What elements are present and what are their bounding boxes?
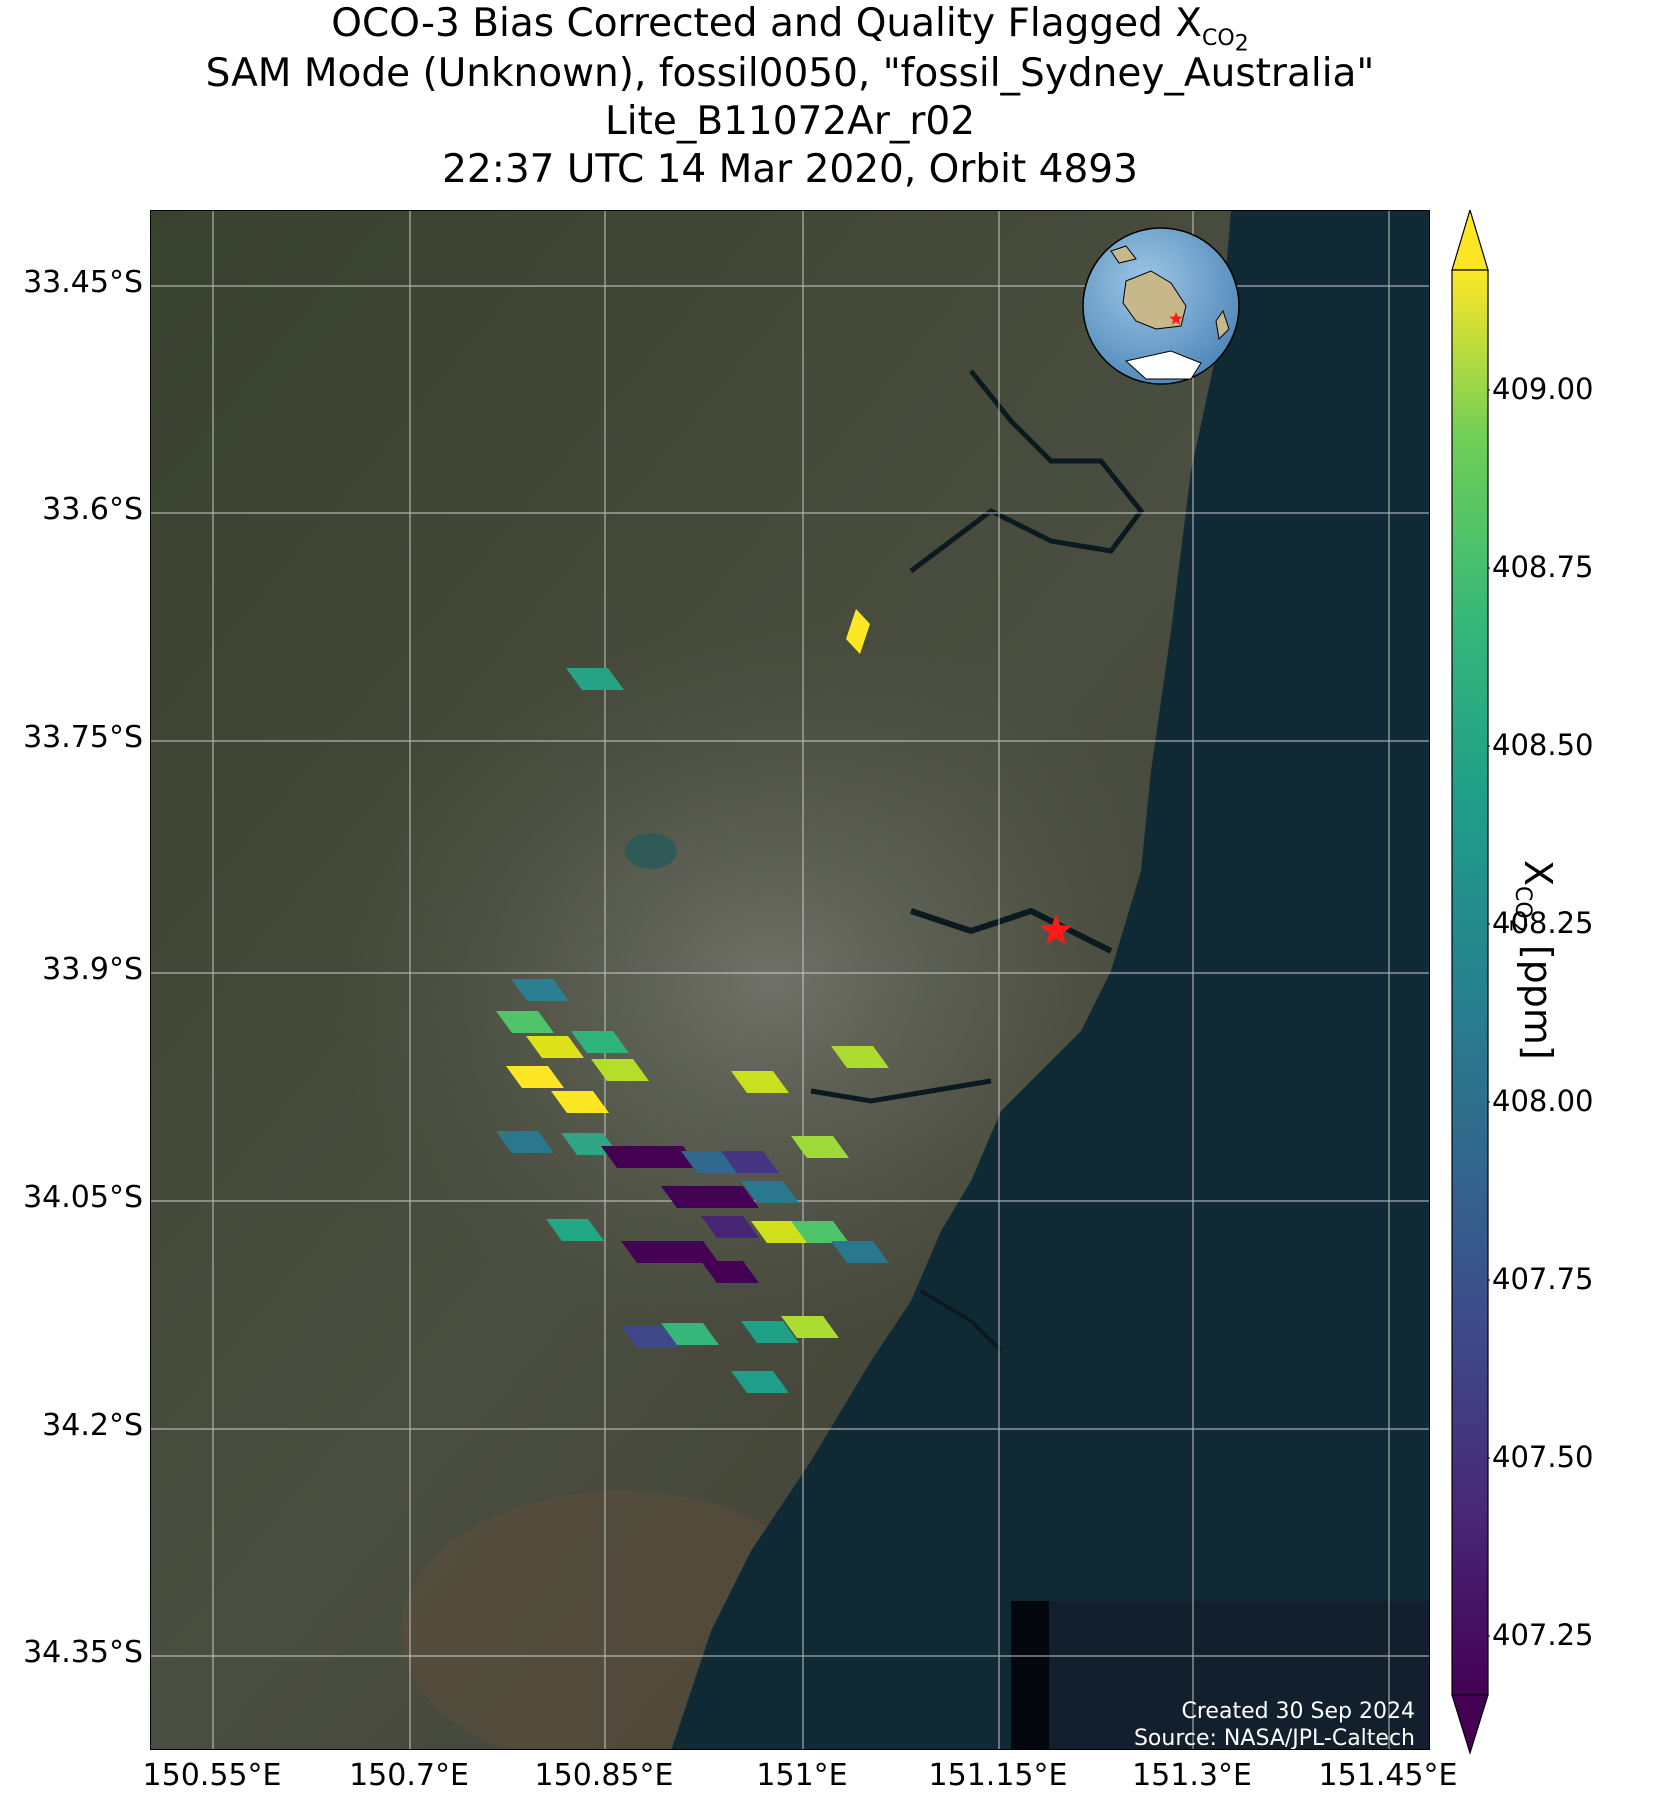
port-hacking-inlet bbox=[919, 1289, 1003, 1353]
xco2-sounding bbox=[731, 1371, 789, 1393]
xco2-sounding bbox=[831, 1241, 889, 1263]
xco2-sounding bbox=[791, 1136, 849, 1158]
hawkesbury-inlet bbox=[909, 369, 1145, 573]
xco2-sounding bbox=[751, 1221, 809, 1243]
xco2-sounding bbox=[791, 1221, 849, 1243]
xco2-sounding bbox=[701, 1186, 759, 1208]
reservoir bbox=[625, 833, 677, 869]
colorbar-tick-label: 407.25 bbox=[1492, 1618, 1594, 1652]
xco2-sounding bbox=[701, 1261, 759, 1283]
colorbar-tick-label: 408.00 bbox=[1492, 1084, 1594, 1118]
imagery-gap-dark bbox=[1011, 1601, 1049, 1749]
lon-tick-label: 151.3°E bbox=[1132, 1758, 1252, 1793]
imagery-gap bbox=[1011, 1601, 1429, 1749]
xco2-sounding bbox=[661, 1323, 719, 1345]
colorbar-extend-max bbox=[1451, 210, 1489, 271]
lon-tick-label: 150.7°E bbox=[349, 1758, 469, 1793]
sounding-layer bbox=[496, 609, 889, 1393]
colorbar-tick-label: 409.00 bbox=[1492, 372, 1594, 406]
xco2-sounding bbox=[496, 1131, 554, 1153]
lon-tick-label: 150.55°E bbox=[142, 1758, 282, 1793]
xco2-sounding bbox=[681, 1151, 739, 1173]
xco2-sounding bbox=[566, 668, 624, 690]
map-panel[interactable]: Created 30 Sep 2024 Source: NASA/JPL-Cal… bbox=[150, 210, 1430, 1750]
xco2-sounding bbox=[846, 609, 870, 654]
map-canvas bbox=[151, 211, 1429, 1749]
xco2-sounding bbox=[621, 1326, 679, 1348]
title-line-1: OCO-3 Bias Corrected and Quality Flagged… bbox=[331, 1, 1249, 57]
xco2-sounding bbox=[741, 1321, 799, 1343]
globe-antarctica bbox=[1124, 350, 1202, 380]
colorbar bbox=[1451, 210, 1490, 1755]
lon-tick-label: 150.85°E bbox=[534, 1758, 674, 1793]
colorbar-tick-label: 407.50 bbox=[1492, 1440, 1594, 1474]
lon-tick-label: 151°E bbox=[756, 1758, 848, 1793]
globe-australia bbox=[1122, 270, 1187, 330]
xco2-sounding bbox=[701, 1216, 759, 1238]
lon-tick-label: 151.45°E bbox=[1318, 1758, 1458, 1793]
lat-tick-label: 34.05°S bbox=[23, 1180, 143, 1215]
lon-tick-label: 151.15°E bbox=[928, 1758, 1068, 1793]
globe-inset bbox=[1082, 227, 1240, 385]
ocean bbox=[671, 211, 1429, 1749]
xco2-sounding bbox=[661, 1186, 719, 1208]
xco2-sounding bbox=[546, 1219, 604, 1241]
port-jackson-inlet bbox=[910, 907, 1113, 954]
lat-tick-label: 34.35°S bbox=[23, 1635, 143, 1670]
colorbar-tick-label: 407.75 bbox=[1492, 1262, 1594, 1296]
xco2-sounding bbox=[831, 1046, 889, 1068]
xco2-sounding bbox=[621, 1241, 679, 1263]
globe-target-star bbox=[1169, 312, 1183, 325]
colorbar-tick-label: 408.75 bbox=[1492, 550, 1594, 584]
title-line-2: SAM Mode (Unknown), fossil0050, "fossil_… bbox=[205, 51, 1375, 96]
xco2-sounding bbox=[571, 1031, 629, 1053]
xco2-sounding bbox=[551, 1091, 609, 1113]
lat-tick-label: 33.75°S bbox=[23, 720, 143, 755]
lat-tick-label: 34.2°S bbox=[42, 1408, 143, 1443]
xco2-sounding bbox=[741, 1181, 799, 1203]
xco2-sounding bbox=[506, 1066, 564, 1088]
lat-tick-label: 33.45°S bbox=[23, 265, 143, 300]
globe-new-zealand bbox=[1215, 309, 1230, 341]
title-line-3: Lite_B11072Ar_r02 bbox=[604, 99, 976, 144]
colorbar-extend-min bbox=[1451, 1694, 1489, 1755]
xco2-sounding bbox=[511, 979, 569, 1001]
xco2-sounding bbox=[601, 1146, 659, 1168]
colorbar-gradient bbox=[1451, 269, 1489, 1696]
georges-river-inlet bbox=[810, 1078, 992, 1104]
xco2-sounding bbox=[731, 1071, 789, 1093]
globe-new-guinea bbox=[1110, 245, 1137, 264]
credit-created: Created 30 Sep 2024 bbox=[1181, 1699, 1416, 1724]
xco2-sounding bbox=[661, 1241, 719, 1263]
lat-tick-label: 33.6°S bbox=[42, 492, 143, 527]
colorbar-tick-label: 408.25 bbox=[1492, 906, 1594, 940]
colorbar-tick-label: 408.50 bbox=[1492, 728, 1594, 762]
xco2-sounding bbox=[781, 1316, 839, 1338]
title-line-4: 22:37 UTC 14 Mar 2020, Orbit 4893 bbox=[442, 147, 1138, 192]
lat-tick-label: 33.9°S bbox=[42, 952, 143, 987]
xco2-sounding bbox=[591, 1059, 649, 1081]
xco2-sounding bbox=[496, 1011, 554, 1033]
credit-source: Source: NASA/JPL-Caltech bbox=[1133, 1726, 1415, 1750]
xco2-sounding bbox=[721, 1151, 779, 1173]
colorbar-label: XCO2 [ppm] bbox=[1505, 860, 1560, 1060]
target-star-marker[interactable] bbox=[1039, 914, 1073, 945]
xco2-sounding bbox=[526, 1036, 584, 1058]
